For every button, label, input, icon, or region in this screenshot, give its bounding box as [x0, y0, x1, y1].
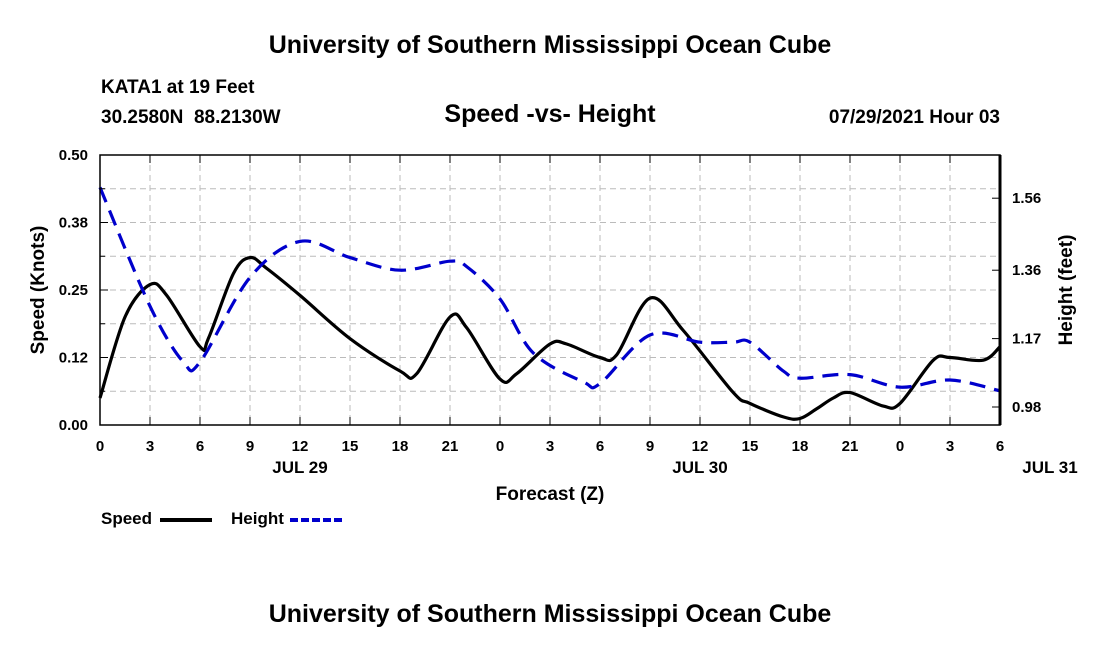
x-tick-label: 21: [842, 438, 859, 455]
axes: 0 3 6 9 12 15 18 21 0 3 6 9 12 15 18 21 0 3 6 JUL 29 JUL 30 J…: [59, 147, 1078, 477]
x-tick-label: 12: [692, 438, 709, 455]
forecast-datetime: 07/29/2021 Hour 03: [828, 107, 1000, 128]
x-axis-label: Forecast (Z): [496, 484, 605, 505]
y-tick-label: 0.50: [59, 147, 88, 164]
x-tick-label: 21: [442, 438, 459, 455]
x-tick-label: 0: [96, 438, 104, 455]
x-tick-label: 3: [946, 438, 954, 455]
x-date-label: JUL 29: [272, 458, 327, 477]
y2-tick-label: 1.36: [1012, 262, 1041, 279]
page-title: University of Southern Mississippi Ocean…: [268, 31, 832, 59]
y-axis-label: Speed (Knots): [28, 226, 49, 355]
x-tick-label: 3: [146, 438, 154, 455]
y2-axis-label: Height (feet): [1056, 235, 1077, 346]
y-tick-label: 0.38: [59, 215, 88, 232]
x-tick-label: 3: [546, 438, 554, 455]
x-tick-label: 9: [246, 438, 254, 455]
y2-tick-label: 0.98: [1012, 399, 1041, 416]
legend-speed-swatch: [160, 518, 212, 522]
footer-title: University of Southern Mississippi Ocean…: [268, 600, 832, 628]
x-tick-label: 0: [496, 438, 504, 455]
y-tick-label: 0.12: [59, 350, 88, 367]
y-tick-label: 0.00: [59, 417, 88, 434]
x-tick-label: 18: [792, 438, 809, 455]
x-tick-label: 18: [392, 438, 409, 455]
y-tick-label: 0.25: [59, 282, 88, 299]
legend-speed-label: Speed: [101, 509, 153, 528]
station-coordinates: 30.2580N 88.2130W: [101, 107, 281, 128]
x-date-label: JUL 30: [672, 458, 727, 477]
axis-labels: Speed (Knots) Height (feet) Forecast (Z): [28, 226, 1077, 505]
x-tick-label: 0: [896, 438, 904, 455]
x-tick-label: 6: [996, 438, 1004, 455]
x-tick-label: 12: [292, 438, 309, 455]
x-tick-label: 15: [342, 438, 359, 455]
legend-height-swatch: [290, 518, 342, 522]
x-tick-label: 9: [646, 438, 654, 455]
x-tick-label: 6: [196, 438, 204, 455]
legend-height-label: Height: [231, 509, 284, 528]
chart-title: Speed -vs- Height: [444, 100, 656, 128]
y2-tick-label: 1.17: [1012, 331, 1041, 348]
x-date-label: JUL 31: [1022, 458, 1077, 477]
x-tick-label: 6: [596, 438, 604, 455]
y2-tick-label: 1.56: [1012, 190, 1041, 207]
x-tick-label: 15: [742, 438, 759, 455]
grid: [100, 155, 1000, 425]
height-series-line: [98, 186, 1001, 393]
station-name: KATA1 at 19 Feet: [101, 77, 255, 98]
speed-series-line: [98, 255, 1002, 421]
series-layer: [98, 186, 1002, 421]
